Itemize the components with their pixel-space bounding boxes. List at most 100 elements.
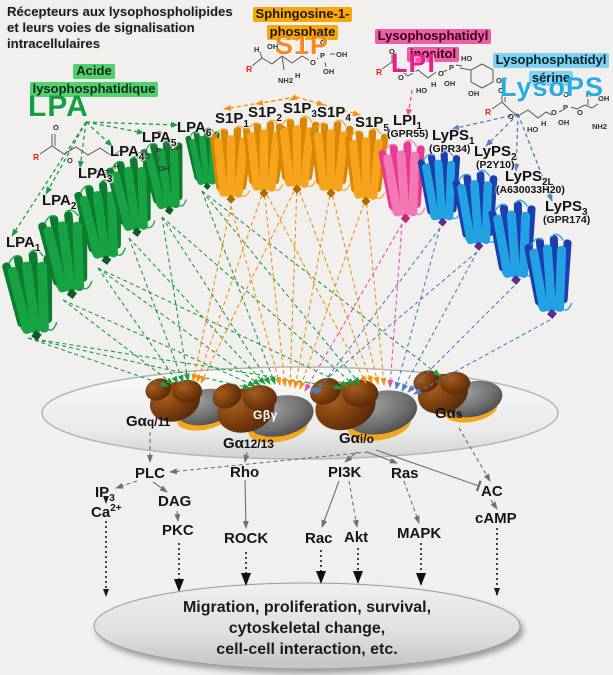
- svg-text:R: R: [33, 152, 39, 162]
- lpa-coupling-lines: [27, 190, 441, 390]
- svg-text:OH: OH: [158, 164, 169, 173]
- svg-text:OH: OH: [558, 118, 569, 127]
- figure-title: Récepteurs aux lysophospholipides et leu…: [7, 4, 247, 52]
- svg-text:OH: OH: [598, 94, 609, 103]
- lysops-ligand-arrows: [451, 113, 553, 202]
- lpi-label-line2: inositol: [406, 46, 460, 63]
- svg-text:O: O: [438, 69, 444, 78]
- title-line-1: Récepteurs aux lysophospholipides: [7, 4, 233, 19]
- outcome-line-3: cell-cell interaction, etc.: [216, 640, 398, 658]
- s1p-group-label: Sphingosine-1- phosphate: [240, 5, 365, 42]
- svg-text:H: H: [114, 162, 119, 171]
- svg-text:O: O: [508, 112, 514, 121]
- lpi-group-label: Lysophosphatidyl inositol: [368, 27, 498, 64]
- lpa-structure: R O O HO H O P O OH OH: [33, 123, 181, 177]
- svg-text:O: O: [563, 90, 569, 99]
- outcome-text: Migration, proliferation, survival, cyto…: [100, 598, 514, 660]
- label-gio: Gαi/o: [339, 430, 374, 447]
- label-lpa3: LPA3: [78, 165, 113, 185]
- svg-text:P: P: [449, 63, 454, 72]
- label-s1p3: S1P3: [283, 100, 317, 120]
- svg-text:O: O: [389, 47, 395, 56]
- svg-text:O: O: [398, 73, 404, 82]
- label-lpi1: LPI1: [393, 112, 422, 132]
- svg-text:OH: OH: [323, 67, 334, 76]
- label-lysops1: LyPS1: [432, 127, 475, 147]
- label-gq11: Gαq/11: [126, 413, 171, 430]
- s1p-ligand-arrows: [223, 94, 361, 116]
- s1p-label-line1: Sphingosine-1-: [252, 6, 353, 22]
- lpi-coupling-lines: [304, 223, 403, 392]
- svg-text:O: O: [310, 58, 316, 67]
- label-ca2: Ca2+: [91, 503, 122, 521]
- label-lpa1: LPA1: [6, 234, 41, 254]
- label-lpa6: LPA6: [177, 119, 212, 139]
- label-rac: Rac: [305, 530, 333, 547]
- s1p-coupling-lines: [191, 184, 387, 390]
- svg-text:R: R: [246, 64, 252, 74]
- label-pkc: PKC: [162, 522, 194, 539]
- lpa-label-line1: Acide: [73, 63, 115, 79]
- svg-text:O: O: [577, 108, 583, 117]
- label-ac: AC: [481, 483, 503, 500]
- lysops-label-line2: sérine: [528, 70, 574, 87]
- svg-text:P: P: [156, 146, 161, 155]
- svg-text:R: R: [485, 107, 491, 117]
- label-lysops2l: LyPS2L: [505, 168, 554, 188]
- label-ras: Ras: [391, 465, 419, 482]
- lpa-label-line2: lysophosphatidique: [29, 81, 159, 98]
- label-rock: ROCK: [224, 530, 269, 547]
- outcome-arrows: [103, 521, 500, 597]
- svg-text:H: H: [586, 90, 591, 99]
- lysops-structure: R O O HO H O P O OH O H OH NH2: [485, 86, 609, 134]
- label-s1p4: S1P4: [317, 104, 351, 124]
- receptor-s1p4: [309, 120, 354, 198]
- label-ip3: IP3: [95, 484, 115, 504]
- label-s1p5: S1P5: [355, 114, 389, 134]
- label-lysops3: LyPS3: [545, 198, 588, 218]
- label-dag: DAG: [158, 493, 192, 510]
- label-akt: Akt: [344, 529, 369, 546]
- gene-a630033h20: (A630033H20): [496, 184, 565, 196]
- svg-text:R: R: [376, 67, 382, 77]
- label-lysops2: LyPS2: [474, 143, 517, 163]
- svg-text:OH: OH: [267, 42, 278, 51]
- svg-text:OH: OH: [170, 143, 181, 152]
- title-line-2: et leurs voies de signalisation: [7, 20, 195, 36]
- lysops-abbreviation: LysoPS: [500, 72, 605, 102]
- svg-text:O: O: [144, 152, 150, 161]
- svg-text:HO: HO: [527, 125, 538, 134]
- label-rho: Rho: [230, 464, 260, 481]
- lysops-group-label: Lysophosphatidyl sérine: [492, 51, 610, 88]
- svg-text:P: P: [563, 103, 568, 112]
- svg-text:OH: OH: [336, 50, 347, 59]
- gene-gpr34: (GPR34): [429, 143, 471, 155]
- lpa-ligand-arrows: [11, 121, 179, 237]
- receptor-lysops3: [523, 233, 578, 321]
- label-camp: cAMP: [475, 510, 517, 527]
- lpa-group-label: Acide lysophosphatidique: [14, 62, 174, 99]
- svg-text:O: O: [498, 86, 504, 95]
- label-lpa2: LPA2: [42, 192, 77, 212]
- label-gbetagamma: Gβγ: [253, 408, 278, 422]
- lpi-abbreviation: LPI: [391, 48, 437, 78]
- lpi-ligand-arrow: [406, 89, 413, 117]
- label-s1p2: S1P2: [248, 104, 282, 124]
- gene-gpr55: (GPR55): [387, 128, 429, 140]
- label-lpa4: LPA4: [110, 143, 145, 163]
- label-s1p1: S1P1: [215, 110, 249, 130]
- svg-text:NH2: NH2: [278, 76, 293, 85]
- label-plc: PLC: [135, 465, 165, 482]
- outcome-line-2: cytoskeletal change,: [228, 619, 386, 637]
- title-line-3: intracellulaires: [7, 36, 101, 52]
- svg-text:HO: HO: [97, 168, 108, 177]
- svg-text:OH: OH: [468, 89, 479, 98]
- svg-text:H: H: [541, 119, 546, 128]
- svg-text:O: O: [53, 123, 59, 132]
- svg-text:HO: HO: [416, 86, 427, 95]
- label-gs: Gαs: [435, 405, 463, 422]
- svg-text:H: H: [295, 71, 300, 80]
- lpi-label-line1: Lysophosphatidyl: [374, 28, 492, 44]
- lysops-label-line1: Lysophosphatidyl: [492, 52, 610, 68]
